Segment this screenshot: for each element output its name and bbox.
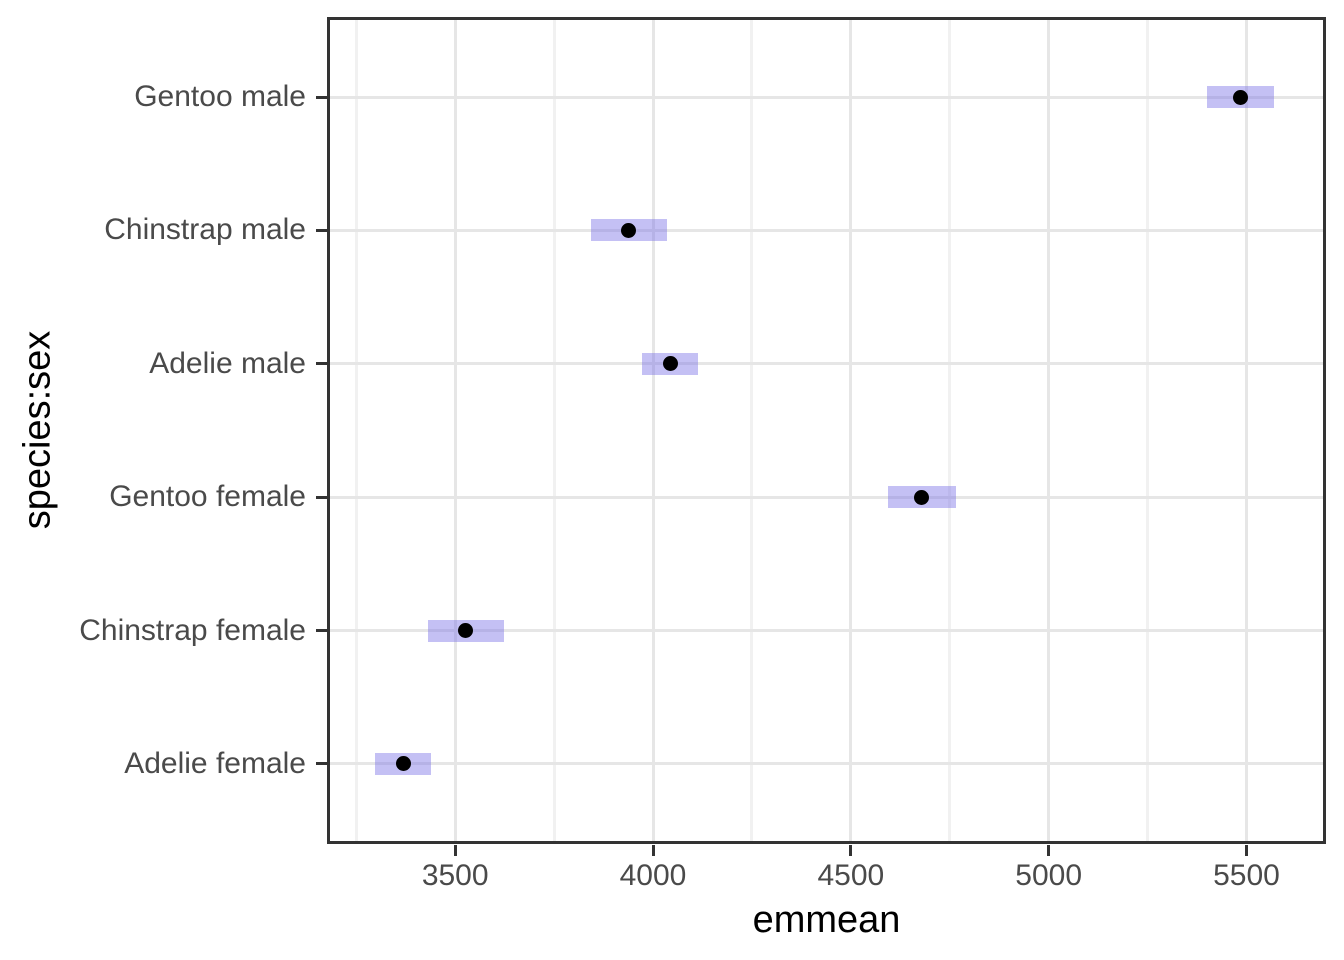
x-tick-label: 5000 [1015, 859, 1083, 892]
x-gridline-minor [948, 17, 952, 844]
y-tick-mark [316, 495, 327, 499]
x-tick-mark [849, 845, 853, 856]
x-gridline-minor [354, 17, 358, 844]
plot-panel [327, 17, 1326, 844]
y-tick-mark [316, 95, 327, 99]
point-estimate [621, 222, 637, 238]
y-tick-label: Chinstrap female [79, 613, 306, 647]
x-gridline-minor [1146, 17, 1150, 844]
y-tick-label: Adelie female [124, 746, 306, 780]
x-gridline-minor [750, 17, 754, 844]
y-gridline-major [327, 629, 1326, 633]
y-gridline-major [327, 362, 1326, 366]
x-tick-mark [453, 845, 457, 856]
x-axis-title: emmean [752, 899, 901, 941]
point-estimate [662, 356, 678, 372]
x-gridline-minor [552, 17, 556, 844]
x-tick-mark [1244, 845, 1248, 856]
y-tick-mark [316, 362, 327, 366]
y-gridline-major [327, 95, 1326, 99]
y-tick-label: Chinstrap male [104, 213, 306, 247]
y-tick-label: Gentoo male [134, 80, 306, 114]
point-estimate [395, 756, 411, 772]
y-tick-label: Gentoo female [109, 480, 306, 514]
x-gridline-major [849, 17, 853, 844]
y-gridline-major [327, 228, 1326, 232]
y-tick-label: Adelie male [149, 346, 306, 380]
x-tick-label: 4500 [817, 859, 885, 892]
point-estimate [1232, 89, 1248, 105]
x-gridline-major [453, 17, 457, 844]
y-tick-mark [316, 629, 327, 633]
x-tick-label: 4000 [619, 859, 687, 892]
x-gridline-major [1244, 17, 1248, 844]
x-tick-label: 5500 [1213, 859, 1280, 892]
x-gridline-major [651, 17, 655, 844]
point-estimate [458, 623, 474, 639]
y-tick-mark [316, 762, 327, 766]
x-gridline-major [1047, 17, 1051, 844]
x-tick-mark [1047, 845, 1051, 856]
y-gridline-major [327, 495, 1326, 499]
y-gridline-major [327, 762, 1326, 766]
x-tick-mark [651, 845, 655, 856]
y-tick-mark [316, 228, 327, 232]
point-estimate [914, 489, 930, 505]
x-tick-label: 3500 [421, 859, 489, 892]
